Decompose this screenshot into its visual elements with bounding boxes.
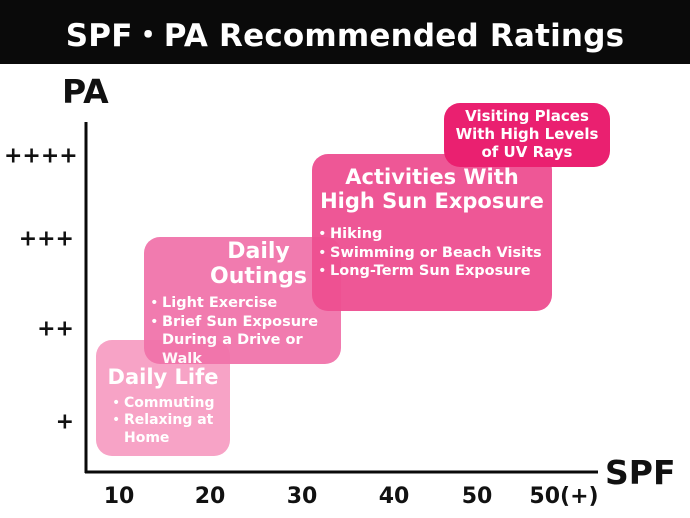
x-tick-label: 10 (103, 484, 135, 509)
x-tick-label: 50 (461, 484, 493, 509)
region-daily-outings: Daily Outings Light Exercise Brief Sun E… (144, 237, 341, 364)
x-tick-label: 20 (194, 484, 226, 509)
region-item-list: Commuting Relaxing at Home (112, 395, 222, 449)
region-item: Relaxing at Home (112, 412, 222, 448)
y-axis-title: PA (62, 72, 109, 111)
region-item: Long-Term Sun Exposure (318, 262, 546, 281)
x-tick-label: 30 (286, 484, 318, 509)
x-axis-title: SPF (605, 453, 676, 492)
y-tick-label: ++ (37, 316, 74, 342)
region-item: Brief Sun Exposure During a Drive or Wal… (150, 313, 335, 364)
x-tick-label: 40 (378, 484, 410, 509)
region-item: Light Exercise (150, 294, 335, 313)
region-item: Hiking (318, 225, 546, 244)
region-title: Visiting Places With High Levels of UV R… (455, 107, 599, 161)
y-tick-label: + (55, 409, 74, 435)
chart-title: SPF・PA Recommended Ratings (65, 17, 625, 54)
region-item-list: Hiking Swimming or Beach Visits Long-Ter… (318, 225, 546, 281)
y-tick-label: ++++ (4, 143, 78, 169)
region-title: Daily Outings (210, 239, 307, 289)
region-item: Swimming or Beach Visits (318, 244, 546, 263)
region-item: Commuting (112, 395, 222, 413)
region-item-list: Light Exercise Brief Sun Exposure During… (150, 294, 335, 364)
x-tick-label: 50(+) (529, 484, 599, 509)
title-banner: SPF・PA Recommended Ratings (0, 0, 690, 64)
region-high-sun-exposure: Activities With High Sun Exposure Hiking… (312, 154, 552, 311)
region-title: Activities With High Sun Exposure (320, 165, 544, 213)
region-title: Daily Life (107, 365, 219, 389)
region-high-uv-places: Visiting Places With High Levels of UV R… (444, 103, 610, 167)
y-tick-label: +++ (18, 226, 74, 252)
